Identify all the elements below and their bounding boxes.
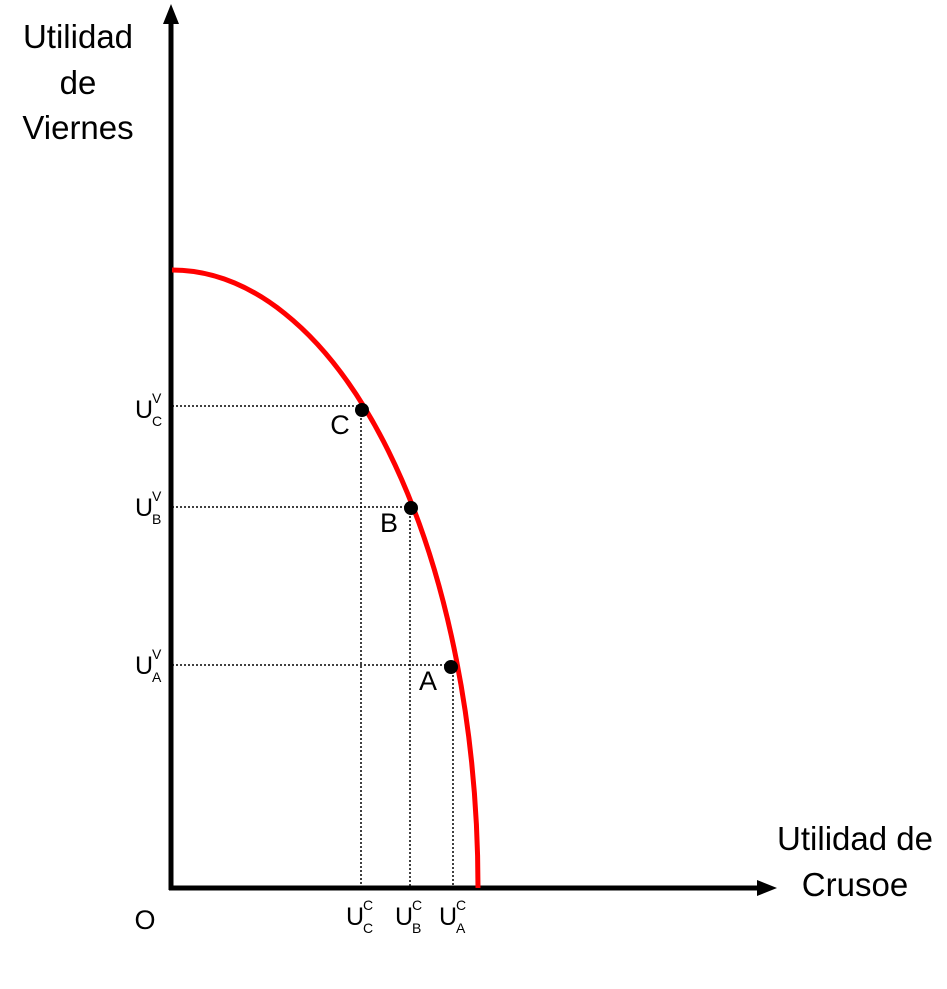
tick-sub: B — [152, 511, 161, 527]
x-axis-label: Utilidad de — [777, 820, 933, 857]
tick-sub: A — [456, 920, 466, 936]
x-axis-arrow — [757, 880, 777, 896]
point-label: C — [330, 410, 350, 440]
y-axis-label: de — [60, 64, 97, 101]
y-axis-arrow — [163, 4, 179, 24]
origin-label: O — [134, 905, 155, 935]
tick-base: U — [135, 396, 153, 424]
tick-base: U — [135, 652, 153, 680]
tick-sup: C — [363, 897, 373, 913]
tick-sub: A — [152, 669, 162, 685]
y-axis-label: Viernes — [22, 109, 133, 146]
x-axis-label: Crusoe — [802, 866, 908, 903]
tick-base: U — [395, 903, 413, 931]
tick-base: U — [135, 494, 153, 522]
tick-sub: B — [412, 920, 421, 936]
tick-base: U — [439, 903, 457, 931]
utility-frontier — [171, 267, 481, 889]
tick-sup: C — [456, 897, 466, 913]
tick-sup: V — [152, 390, 162, 406]
tick-sup: C — [412, 897, 422, 913]
point — [404, 501, 418, 515]
y-axis-label: Utilidad — [23, 18, 133, 55]
point-label: B — [380, 508, 398, 538]
tick-sup: V — [152, 488, 162, 504]
tick-sup: V — [152, 646, 162, 662]
tick-base: U — [346, 903, 364, 931]
point — [444, 660, 458, 674]
tick-sub: C — [363, 920, 373, 936]
tick-sub: C — [152, 413, 162, 429]
guide-lines — [172, 405, 454, 888]
point-label: A — [419, 666, 437, 696]
point — [355, 403, 369, 417]
